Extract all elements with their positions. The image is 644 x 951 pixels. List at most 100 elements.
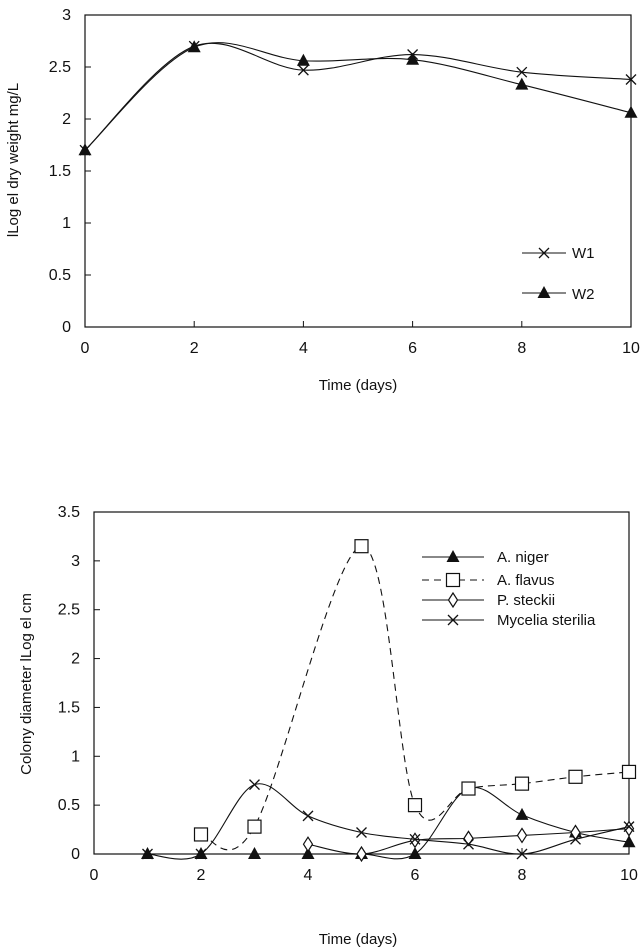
legend-entry-w1: W1 (522, 245, 595, 262)
chart-1-x-tick-label: 8 (517, 340, 526, 357)
chart-2-series-a-flavus (193, 539, 637, 851)
legend-label-a-flavus: A. flavus (497, 572, 555, 589)
chart-2-point-a-niger (301, 847, 315, 859)
chart-2-point-a-flavus (568, 769, 583, 784)
chart-2-point-p-steckii (463, 830, 474, 847)
chart-2-point-a-flavus (621, 764, 637, 780)
chart-2-point-mycelia-sterilia (623, 821, 635, 833)
legend-label-mycelia-sterilia: Mycelia sterilia (497, 612, 596, 629)
chart-2-point-mycelia-sterilia (356, 827, 367, 838)
chart-1-point-w1 (625, 74, 637, 85)
chart-1-x-tick-label: 2 (190, 340, 199, 357)
legend-label-w2: W2 (572, 286, 595, 303)
chart-2-point-a-flavus (514, 776, 530, 791)
chart-2-series-mycelia-sterilia (142, 779, 635, 860)
chart-2-point-a-niger (141, 847, 154, 859)
chart-2-x-tick-label: 4 (304, 867, 313, 884)
chart-1-y-axis-label: lLog el dry weight mg/L (5, 83, 22, 237)
chart-2-point-mycelia-sterilia (463, 838, 474, 850)
chart-2-point-a-flavus (461, 781, 476, 796)
chart-2-x-ticks: 0 2 4 6 8 10 (90, 848, 638, 884)
chart-2-x-tick-label: 8 (518, 867, 527, 884)
chart-2-point-a-niger (408, 847, 422, 859)
chart-2-x-tick-label: 6 (411, 867, 420, 884)
chart-2-point-mycelia-sterilia (516, 848, 528, 860)
chart-1-y-tick-label: 3 (62, 7, 71, 24)
legend-entry-mycelia-sterilia: Mycelia sterilia (422, 612, 596, 629)
chart-1-series-line-w2 (84, 42, 632, 151)
chart-2-point-a-flavus (407, 798, 423, 813)
chart-2-series-p-steckii (302, 820, 635, 863)
legend-marker-a-flavus (445, 572, 461, 588)
chart-2-point-a-flavus (354, 539, 369, 554)
chart-1: 0 0.5 1 1.5 2 2.5 3 0 2 4 6 8 10 Time (days) lLog e… (5, 7, 640, 394)
chart-2-series (141, 539, 637, 863)
chart-2-point-a-flavus (193, 827, 209, 842)
chart-1-legend: W1 W2 (522, 245, 595, 303)
legend-label-a-niger: A. niger (497, 549, 549, 566)
chart-2-point-mycelia-sterilia (570, 833, 581, 845)
legend-entry-a-flavus: A. flavus (422, 572, 555, 589)
chart-1-point-w2 (296, 53, 310, 66)
chart-2-point-a-niger (622, 835, 636, 848)
legend-label-p-steckii: P. steckii (497, 592, 555, 609)
chart-2-point-a-niger (515, 807, 529, 820)
chart-1-x-ticks: 0 2 4 6 8 10 (81, 321, 640, 357)
chart-2-x-tick-label: 0 (90, 867, 99, 884)
chart-2-point-mycelia-sterilia (249, 779, 260, 791)
chart-2-y-tick-label: 0 (71, 846, 80, 863)
legend-marker-a-niger (446, 550, 460, 562)
chart-1-y-tick-label: 2 (62, 111, 71, 128)
chart-2-y-tick-label: 2.5 (58, 602, 80, 619)
chart-2-point-p-steckii (356, 845, 367, 863)
legend-entry-p-steckii: P. steckii (422, 591, 555, 609)
chart-1-series-w2 (78, 40, 638, 156)
chart-1-y-tick-label: 2.5 (49, 59, 71, 76)
chart-1-point-w1 (516, 66, 528, 78)
legend-marker-w2 (537, 286, 551, 298)
chart-1-x-tick-label: 6 (408, 340, 417, 357)
chart-2-y-axis-label: Colony diameter lLog el cm (18, 593, 35, 775)
chart-2-legend: A. niger A. flavus P. steckii Mycelia st… (422, 549, 596, 629)
chart-2-y-tick-label: 1.5 (58, 699, 80, 716)
chart-2-x-axis-label: Time (days) (319, 931, 398, 948)
chart-2-series-line-mycelia-sterilia (147, 783, 630, 860)
legend-label-w1: W1 (572, 245, 595, 262)
chart-2-y-tick-label: 2 (71, 651, 80, 668)
chart-1-x-axis-label: Time (days) (319, 377, 398, 394)
chart-2-y-tick-label: 1 (71, 748, 80, 765)
chart-1-point-w1 (297, 64, 309, 76)
chart-2-y-tick-label: 3 (71, 553, 80, 570)
chart-2-point-p-steckii (302, 836, 314, 853)
chart-2-series-line-a-flavus (200, 545, 630, 851)
legend-marker-mycelia-sterilia (447, 614, 459, 626)
chart-1-y-tick-label: 0.5 (49, 267, 71, 284)
chart-1-point-w2 (78, 143, 92, 156)
chart-1-point-w2 (515, 77, 529, 90)
chart-2-point-mycelia-sterilia (409, 833, 421, 845)
legend-entry-a-niger: A. niger (422, 549, 549, 566)
chart-1-series-w1 (79, 40, 637, 156)
chart-1-y-tick-label: 1.5 (49, 163, 71, 180)
chart-1-x-tick-label: 4 (299, 340, 308, 357)
chart-1-point-w2 (624, 105, 638, 118)
chart-1-y-tick-label: 1 (62, 215, 71, 232)
chart-2-y-tick-label: 0.5 (58, 797, 80, 814)
chart-2-series-line-a-niger (147, 786, 630, 860)
chart-1-x-tick-label: 0 (81, 340, 90, 357)
chart-1-y-tick-label: 0 (62, 319, 71, 336)
chart-2-point-mycelia-sterilia (302, 810, 314, 822)
chart-2-y-tick-label: 3.5 (58, 504, 80, 521)
legend-marker-p-steckii (447, 591, 459, 609)
legend-entry-w2: W2 (522, 286, 595, 303)
chart-1-series-line-w1 (84, 42, 632, 151)
chart-2-point-mycelia-sterilia (142, 848, 153, 860)
chart-2-point-p-steckii (516, 827, 528, 844)
legend-marker-w1 (538, 247, 550, 259)
chart-2-point-a-flavus (247, 819, 262, 834)
chart-2-x-tick-label: 2 (197, 867, 206, 884)
chart-1-y-ticks: 0 0.5 1 1.5 2 2.5 3 (49, 7, 91, 336)
chart-1-plot-frame (84, 14, 632, 328)
chart-2-x-tick-label: 10 (620, 867, 638, 884)
